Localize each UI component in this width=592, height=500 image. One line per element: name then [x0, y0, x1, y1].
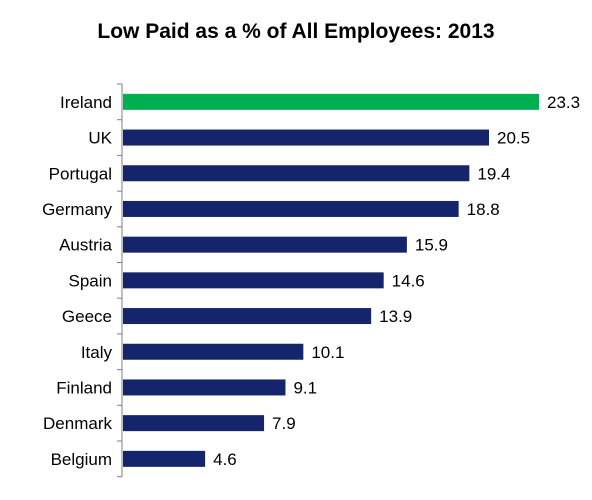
category-label: Italy — [81, 343, 113, 362]
bar-finland — [123, 379, 286, 396]
category-label: UK — [88, 129, 112, 148]
value-label: 13.9 — [379, 307, 412, 326]
value-label: 14.6 — [392, 271, 425, 290]
value-label: 20.5 — [497, 129, 530, 148]
value-label: 7.9 — [272, 414, 296, 433]
category-label: Germany — [42, 200, 112, 219]
bar-austria — [123, 236, 407, 253]
category-label: Belgium — [51, 450, 112, 469]
bar-spain — [123, 272, 384, 289]
bar-uk — [123, 129, 490, 146]
value-label: 23.3 — [547, 93, 580, 112]
bar-belgium — [123, 450, 206, 467]
value-label: 4.6 — [213, 450, 237, 469]
value-label: 9.1 — [293, 378, 317, 397]
category-label: Portugal — [49, 164, 112, 183]
bar-denmark — [123, 415, 265, 432]
value-label: 18.8 — [467, 200, 500, 219]
value-label: 19.4 — [477, 164, 510, 183]
bar-italy — [123, 343, 304, 360]
bars — [123, 93, 539, 467]
category-label: Austria — [59, 236, 112, 255]
value-label: 10.1 — [311, 343, 344, 362]
bar-geece — [123, 308, 372, 325]
value-labels: 23.3 20.5 19.4 18.8 15.9 14.6 13.9 10.1 9.1 7.9 4.… — [213, 93, 580, 469]
bar-ireland — [123, 93, 539, 110]
bar-germany — [123, 200, 459, 217]
category-label: Spain — [69, 271, 112, 290]
bar-portugal — [123, 165, 470, 182]
category-label: Finland — [56, 378, 112, 397]
value-label: 15.9 — [415, 236, 448, 255]
category-labels: Ireland UK Portugal Germany Austria Spain Geec… — [42, 93, 113, 469]
category-label: Geece — [62, 307, 112, 326]
y-axis — [117, 83, 123, 478]
category-label: Ireland — [60, 93, 112, 112]
chart-title: Low Paid as a % of All Employees: 2013 — [97, 20, 495, 43]
category-label: Denmark — [43, 414, 112, 433]
